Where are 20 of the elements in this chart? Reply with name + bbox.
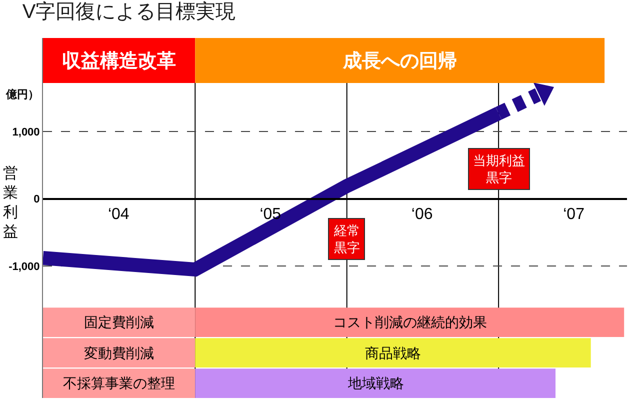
y-tick-label: 1,000 xyxy=(12,126,40,138)
annotation: 経常黒字 xyxy=(333,223,360,255)
band-label: 不採算事業の整理 xyxy=(63,375,175,391)
band-label: 成長への回帰 xyxy=(342,50,457,72)
band-label: 変動費削減 xyxy=(84,345,154,361)
y-tick-label: -1,000 xyxy=(8,260,40,273)
x-tick-label: ‘04 xyxy=(108,206,130,223)
band-label: 商品戦略 xyxy=(365,345,421,361)
x-tick-label: ‘07 xyxy=(563,206,585,223)
y-axis-title: 営業利益 xyxy=(3,165,18,240)
band-label: 固定費削減 xyxy=(84,314,154,330)
band-label: 地域戦略 xyxy=(347,375,404,391)
text: 億円） xyxy=(5,88,39,101)
band-label: 収益構造改革 xyxy=(62,50,176,72)
x-tick-label: ‘05 xyxy=(260,206,282,223)
chart-title: V字回復による目標実現 xyxy=(22,0,236,23)
band-label: コスト削減の継続的効果 xyxy=(333,314,487,330)
y-tick-label: 0 xyxy=(34,194,40,206)
x-tick-label: ‘06 xyxy=(411,206,433,223)
annotation: 当期利益黒字 xyxy=(473,153,525,185)
